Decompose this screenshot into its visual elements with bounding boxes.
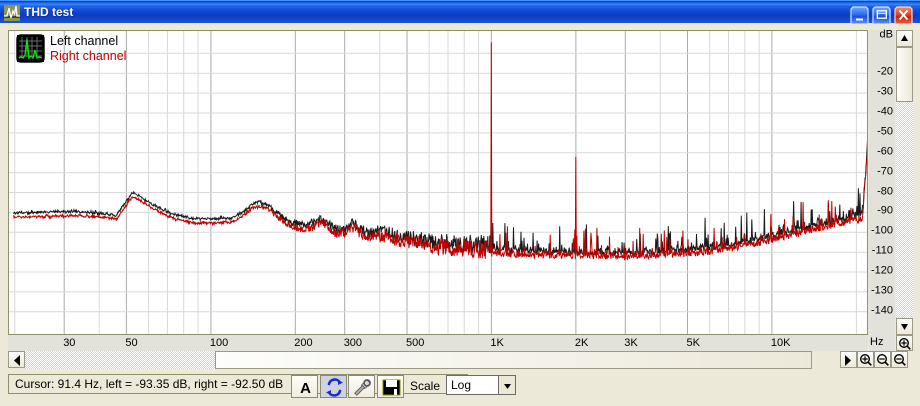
svg-text:A: A	[300, 380, 311, 397]
